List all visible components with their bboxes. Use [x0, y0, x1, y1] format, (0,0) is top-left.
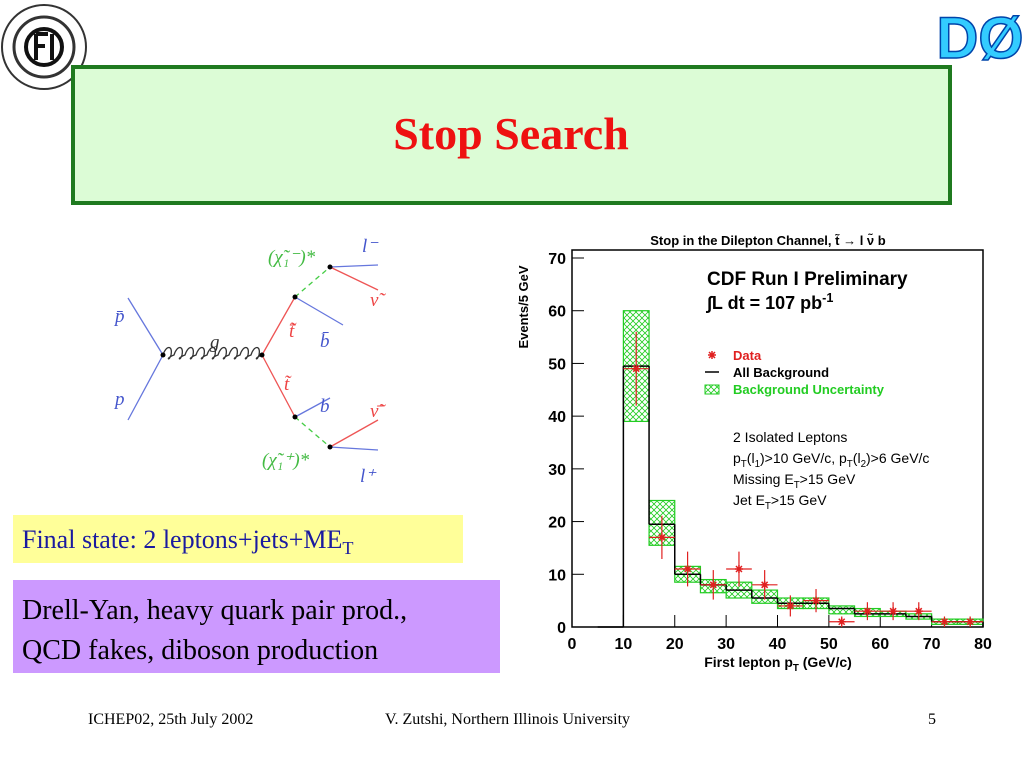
data-point [683, 565, 692, 574]
fnal-logo [1, 4, 87, 90]
cut-line: pT(l1)>10 GeV/c, pT(l2)>6 GeV/c [733, 450, 929, 470]
label: t̃ [284, 374, 292, 395]
subscript: T [741, 459, 747, 470]
y-tick-label: 20 [548, 515, 566, 532]
slide-title: Stop Search [393, 108, 629, 159]
text-part: )>6 GeV/c [866, 450, 929, 466]
legend-marker [708, 351, 716, 359]
text-part: )>10 GeV/c, p [760, 450, 847, 466]
cut-line: 2 Isolated Leptons [733, 429, 847, 445]
x-tick-label: 70 [923, 636, 941, 653]
data-point [734, 565, 743, 574]
title-box [71, 65, 952, 205]
text-part: (l [853, 450, 861, 466]
x-tick-label: 50 [820, 636, 838, 653]
label: (χ̃₁⁻)* [268, 247, 316, 268]
data-point [632, 364, 641, 373]
data-point [657, 533, 666, 542]
x-tick-label: 30 [717, 636, 735, 653]
data-point [812, 596, 821, 605]
subscript: 1 [755, 459, 760, 470]
x-tick-label: 80 [974, 636, 992, 653]
footer-center: V. Zutshi, Northern Illinois University [385, 711, 630, 728]
x-tick-label: 0 [568, 636, 577, 653]
label: p̄ [113, 306, 125, 327]
data-point [940, 617, 949, 626]
x-tick-label: 10 [614, 636, 632, 653]
y-tick-label: 60 [548, 304, 566, 321]
chart: Stop in the Dilepton Channel, t̃ → l ν̃ … [516, 233, 992, 674]
label: b̄ [320, 331, 330, 352]
label: l⁻ [362, 236, 379, 257]
subscript: T [847, 459, 853, 470]
background-box [13, 580, 500, 673]
legend-marker [704, 384, 720, 395]
label: p [113, 389, 125, 410]
page-number: 5 [928, 711, 936, 728]
data-point [760, 580, 769, 589]
data-point [709, 580, 718, 589]
background-line: QCD fakes, diboson production [22, 635, 378, 666]
text-part: Final state: 2 leptons+jets+ME [22, 525, 342, 554]
label: t̃̄ [289, 321, 297, 342]
final-state-box [13, 515, 463, 563]
chart-title: Stop in the Dilepton Channel, t̃ → l ν̃ … [650, 233, 886, 248]
text-part: 2 Isolated Leptons [733, 429, 847, 445]
subscript: T [765, 501, 771, 512]
x-tick-label: 60 [871, 636, 889, 653]
text-part: Missing E [733, 471, 794, 487]
text-part: ∫L dt = 107 pb [706, 293, 822, 313]
cut-line: Jet ET>15 GeV [733, 492, 827, 512]
subscript: T [794, 480, 800, 491]
annotation: CDF Run I Preliminary [707, 269, 908, 290]
feynman-diagram [127, 264, 379, 451]
data-point [786, 601, 795, 610]
text-part: p [733, 450, 741, 466]
label: ν̃ [370, 290, 386, 311]
legend-label: Data [733, 348, 762, 363]
uncertainty-band [828, 605, 856, 615]
text-part: (l [747, 450, 755, 466]
y-tick-label: 50 [548, 356, 566, 373]
data-point [837, 617, 846, 626]
footer-left: ICHEP02, 25th July 2002 [88, 711, 253, 728]
label: b [320, 396, 330, 417]
legend-label: Background Uncertainty [733, 382, 885, 397]
data-point [863, 607, 872, 616]
text-part: (GeV/c) [799, 654, 852, 670]
label: (χ̃₁⁺)* [262, 450, 310, 471]
final-state: Final state: 2 leptons+jets+MET [22, 525, 353, 558]
legend-label: All Background [733, 365, 829, 380]
y-tick-label: 30 [548, 462, 566, 479]
label: g [210, 332, 220, 353]
label: ν̃̄ [370, 401, 386, 422]
subscript: T [342, 538, 353, 558]
text-part: Jet E [733, 492, 765, 508]
do-logo: DØ [937, 6, 1024, 71]
background-line: Drell-Yan, heavy quark pair prod., [22, 595, 407, 626]
y-tick-label: 0 [557, 620, 566, 637]
x-tick-label: 20 [666, 636, 684, 653]
text-part: >15 GeV [800, 471, 856, 487]
y-tick-label: 40 [548, 409, 566, 426]
data-point [889, 607, 898, 616]
label: l⁺ [360, 466, 377, 487]
data-point [914, 607, 923, 616]
subscript: 2 [861, 459, 866, 470]
x-axis-label: First lepton pT (GeV/c) [704, 654, 852, 674]
data-point [966, 617, 975, 626]
luminosity: ∫L dt = 107 pb-1 [706, 291, 833, 313]
x-tick-label: 40 [769, 636, 787, 653]
superscript: -1 [822, 291, 833, 305]
y-tick-label: 10 [548, 567, 566, 584]
subscript: T [793, 663, 799, 674]
cut-line: Missing ET>15 GeV [733, 471, 856, 491]
text-part: First lepton p [704, 654, 793, 670]
text-part: >15 GeV [771, 492, 827, 508]
y-tick-label: 70 [548, 251, 566, 268]
y-axis-label: Events/5 GeV [516, 265, 531, 348]
